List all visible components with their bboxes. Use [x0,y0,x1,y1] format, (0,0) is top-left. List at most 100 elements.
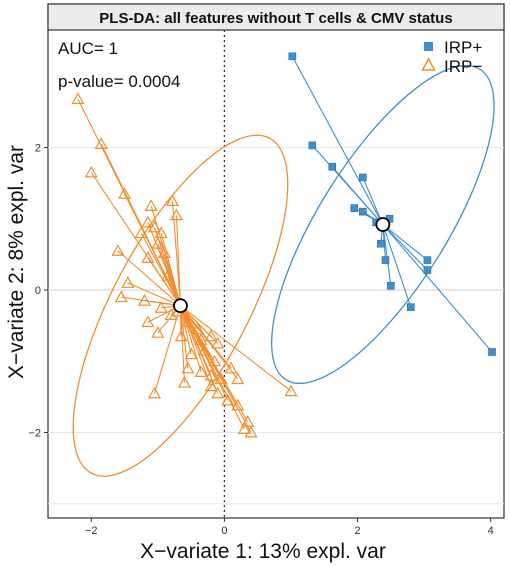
point-irp-minus [165,194,180,206]
point-irp-plus [350,204,359,212]
point-irp-minus [184,347,198,360]
point-irp-minus [161,269,175,281]
data-points [71,52,496,438]
point-irp-minus [144,199,158,211]
point-irp-minus [204,329,218,342]
point-irp-plus [359,207,367,216]
point-irp-minus [177,375,191,388]
point-irp-minus [111,244,125,256]
x-tick-label: 4 [488,525,494,537]
spoke-irp-minus [179,305,219,394]
legend-label-irp-minus: IRP− [444,57,482,76]
ellipse-irp-plus [270,64,495,385]
point-irp-minus [169,208,183,221]
point-irp-minus [207,354,221,367]
legend-marker-irp-plus [424,42,433,51]
spoke-irp-minus [175,215,182,306]
point-irp-minus [231,372,245,385]
spoke-irp-plus [382,224,412,308]
spoke-irp-plus [382,224,392,286]
point-irp-plus [328,162,337,171]
point-irp-minus [241,415,255,427]
point-irp-minus [174,329,188,342]
spoke-irp-plus [382,224,428,271]
point-irp-plus [407,303,415,311]
spoke-irp-plus [382,224,428,261]
legend: IRP+ IRP− [421,38,482,76]
x-tick-label: −2 [85,525,98,537]
grid-lines [48,147,504,505]
y-axis-title: X−variate 2: 8% expl. var [5,145,28,379]
title-strip [47,3,505,31]
point-irp-minus [181,361,195,374]
legend-label-irp-plus: IRP+ [444,38,482,57]
point-irp-minus [211,336,225,349]
group-centroids [173,217,391,314]
spoke-irp-plus [382,224,493,353]
point-irp-minus [147,386,162,399]
point-irp-minus [284,384,298,397]
spoke-irp-minus [117,250,181,307]
auc-annotation: AUC= 1 [58,39,118,58]
y-tick-label: 0 [35,285,41,297]
point-irp-plus [288,52,297,61]
spoke-irp-minus [180,305,292,392]
point-irp-plus [359,173,367,182]
point-irp-minus [94,137,108,149]
point-irp-minus [164,308,178,320]
spoke-irp-minus [153,305,182,394]
x-tick-label: 0 [221,525,227,537]
centroid-irp-plus [375,217,391,232]
point-irp-minus [151,326,165,338]
point-irp-minus [181,315,195,328]
point-irp-minus [214,372,228,385]
point-irp-minus [204,379,218,392]
point-irp-minus [224,361,238,374]
point-irp-minus [211,386,225,399]
p-value-annotation: p-value= 0.0004 [58,72,180,91]
point-irp-minus [147,220,162,233]
point-irp-minus [194,333,208,345]
spoke-irp-minus [147,257,181,307]
point-irp-minus [194,365,208,377]
spoke-irp-minus [140,232,181,306]
zero-lines [48,30,504,518]
centroid-irp-minus [173,298,188,314]
x-tick-label: 2 [354,525,360,537]
point-irp-minus [151,236,165,249]
x-axis-title: X−variate 1: 13% expl. var [140,540,386,563]
y-tick-label: −2 [28,428,41,440]
legend-marker-irp-minus [421,57,436,71]
spoke-irp-minus [180,305,219,344]
point-irp-plus [308,141,317,150]
point-irp-minus [141,215,155,228]
point-irp-minus [141,251,155,263]
spoke-irp-plus [331,166,384,225]
spoke-irp-minus [127,282,181,307]
point-irp-minus [157,246,172,258]
point-irp-minus [154,301,168,313]
point-irp-minus [197,343,211,356]
point-irp-plus [423,256,432,264]
point-irp-minus [154,226,168,239]
spoke-irp-plus [291,56,384,225]
spoke-irp-minus [180,305,239,380]
point-irp-minus [221,393,235,406]
point-irp-minus [138,293,152,306]
ellipse-irp-minus [72,134,289,477]
point-irp-minus [231,398,245,411]
spoke-irp-minus [171,200,182,306]
y-tick-label: 2 [35,143,41,155]
point-irp-minus [237,422,251,434]
point-irp-minus [141,315,155,328]
point-irp-plus [381,256,390,264]
spoke-irp-minus [179,305,212,387]
point-irp-minus [71,92,85,105]
axis-ticks: −2 0 2 4 −2 0 2 [28,143,493,537]
point-irp-minus [191,322,205,335]
point-irp-minus [121,276,135,288]
point-irp-plus [377,239,385,248]
point-irp-minus [114,290,128,303]
spoke-irp-minus [124,193,181,306]
